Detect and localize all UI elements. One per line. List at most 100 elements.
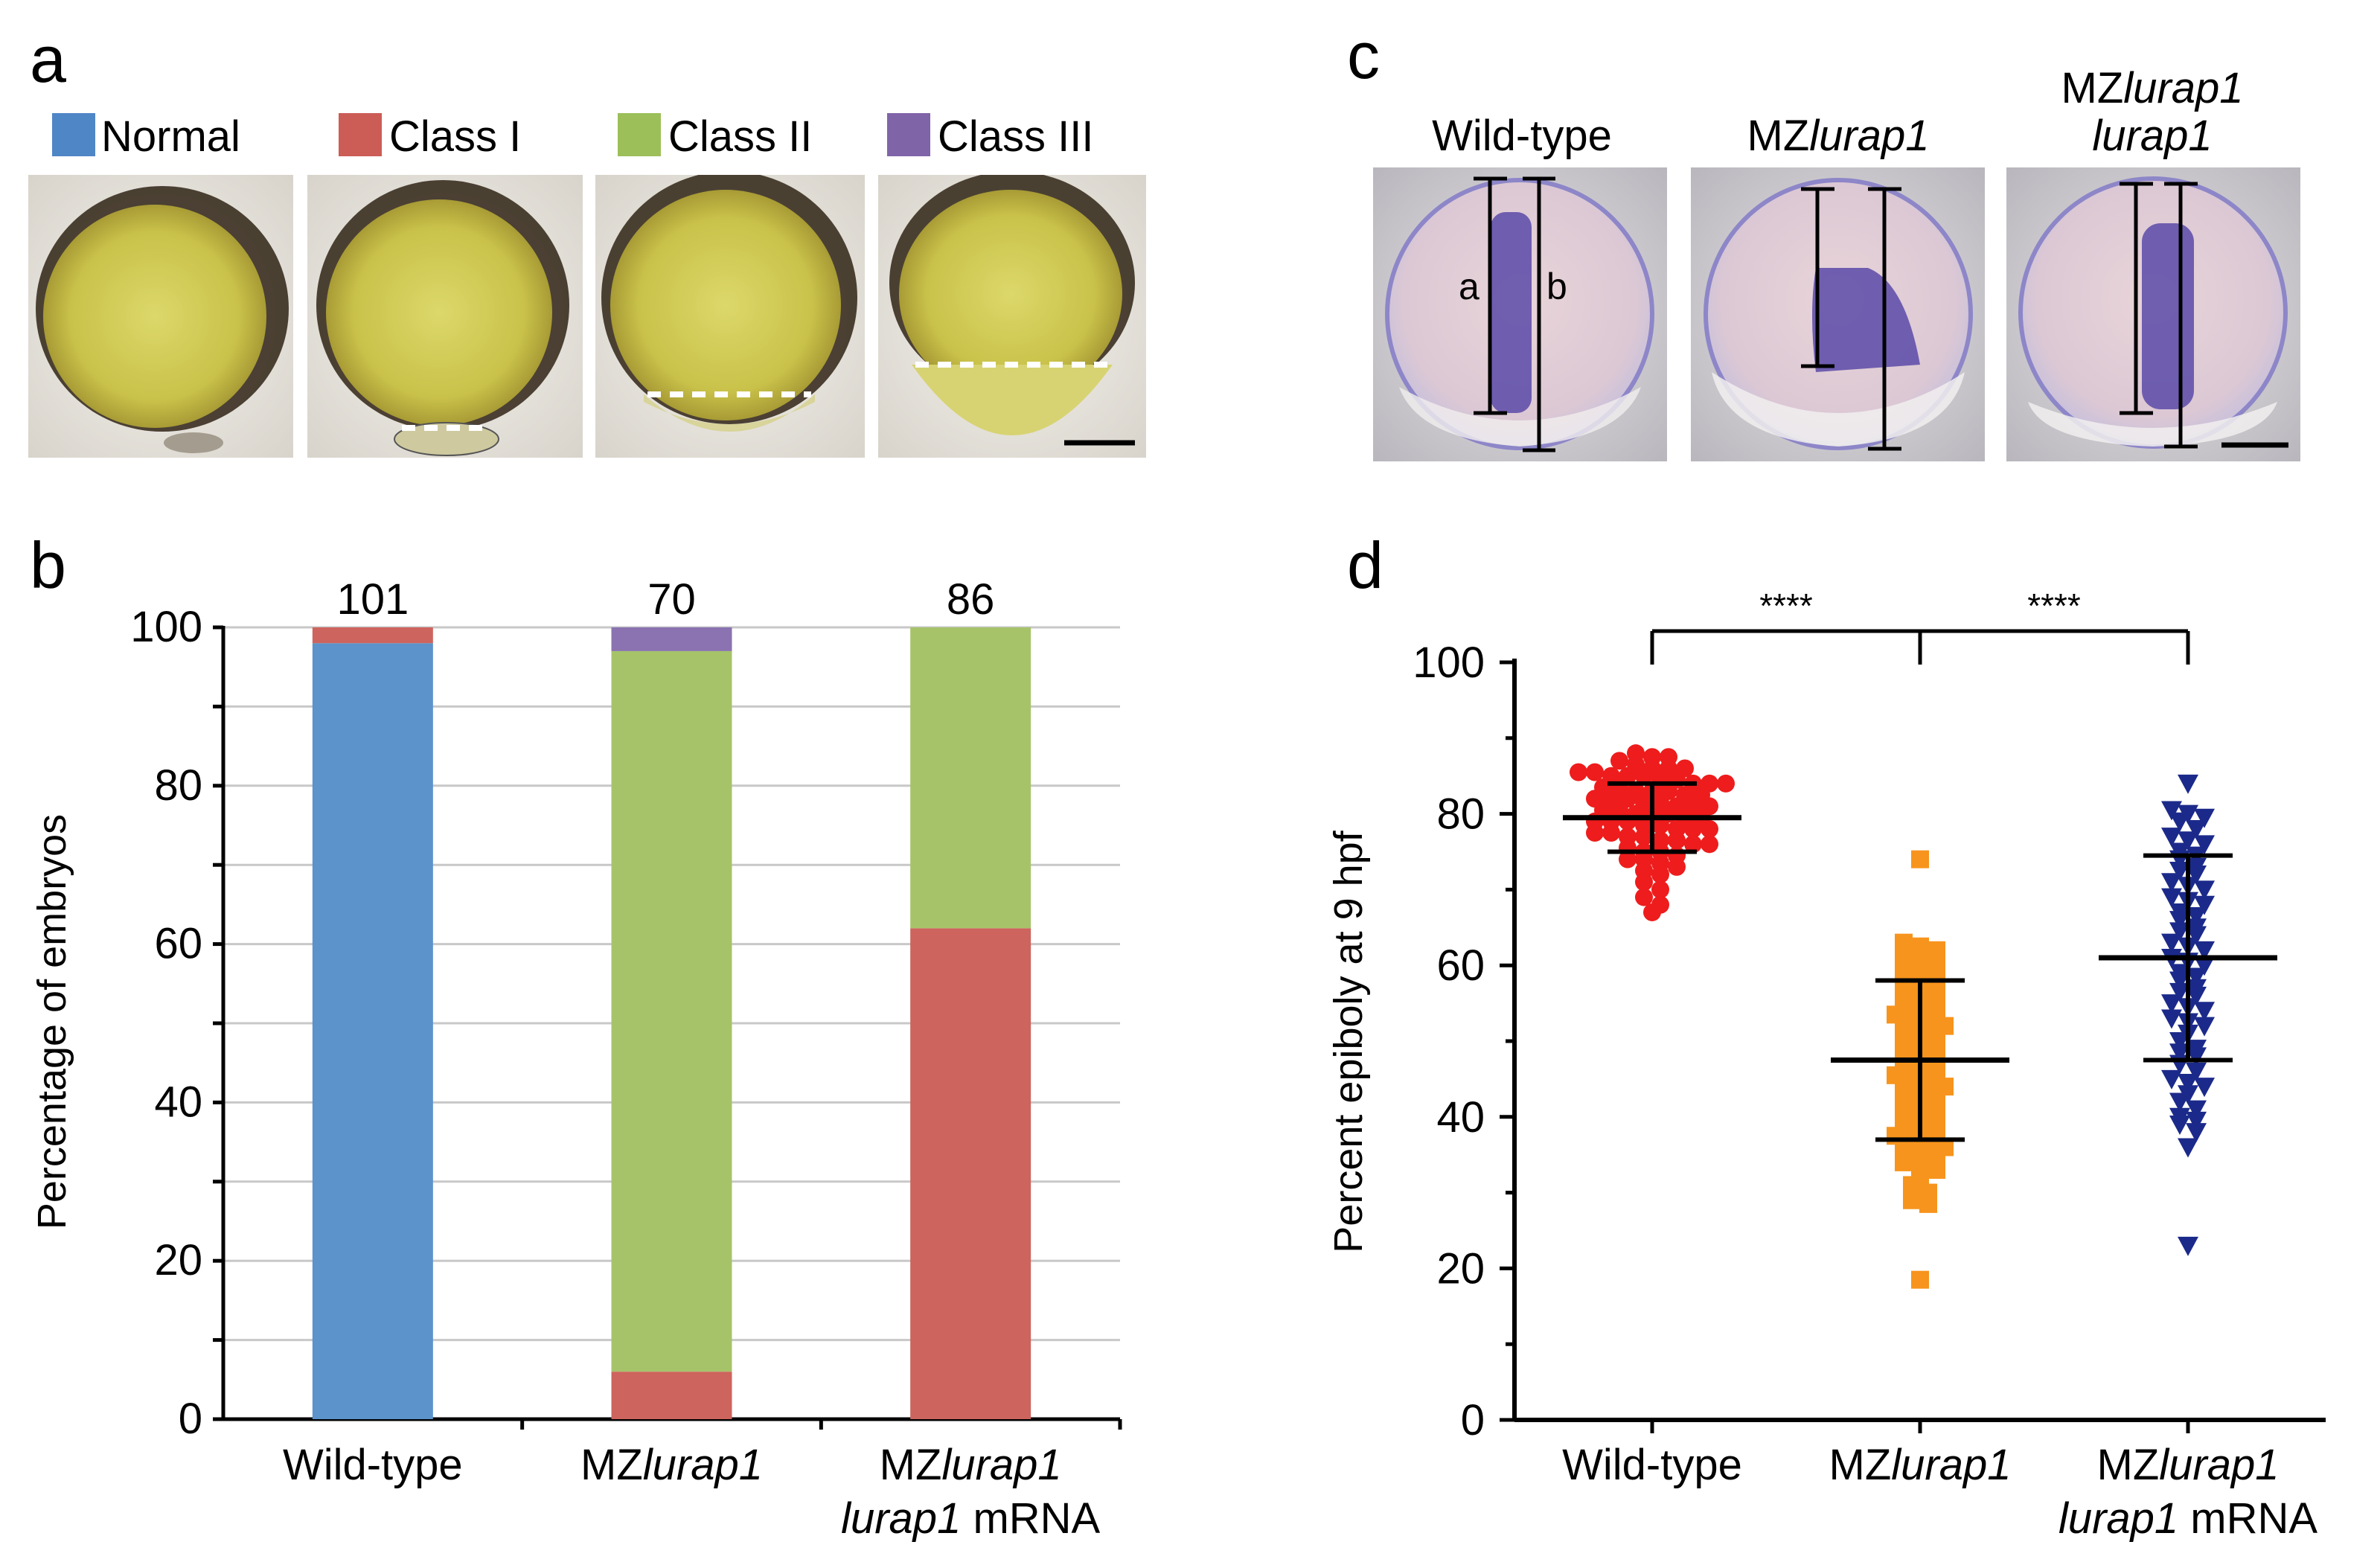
data-point [1911, 1270, 1929, 1289]
bar-segment [910, 928, 1031, 1419]
data-point [2178, 1138, 2198, 1158]
data-point [1643, 748, 1661, 767]
label-mz: MZ [2061, 64, 2124, 112]
data-point [1570, 763, 1587, 781]
y-tick-label: 100 [130, 603, 202, 651]
data-point [1928, 941, 1945, 959]
bar-segment [611, 1372, 732, 1419]
bar-segment [611, 627, 732, 651]
data-point [1895, 949, 1913, 967]
panel-letter-d: d [1347, 528, 1383, 602]
data-point [2194, 895, 2215, 915]
x-category-label-line2: lurap1 mRNA [841, 1494, 1100, 1543]
legend-label-class-ii: Class II [668, 112, 812, 161]
data-point [2178, 1236, 2198, 1256]
y-tick-label: 40 [154, 1078, 202, 1126]
count-label: 70 [647, 575, 696, 624]
bar-segment [312, 643, 433, 1419]
x-category-label-main: Wild-type [1562, 1441, 1742, 1489]
data-point [2169, 1043, 2190, 1063]
data-point [2186, 907, 2207, 927]
embryo-image-class-ii [595, 175, 865, 458]
data-point [2169, 861, 2190, 881]
data-point [1936, 1078, 1954, 1096]
label-mz: MZ [1747, 112, 1810, 160]
data-point [1936, 1017, 1954, 1035]
x-category-label-line2: lurap1 mRNA [2058, 1494, 2317, 1543]
data-point [2186, 1123, 2207, 1143]
legend-swatch-normal [52, 113, 95, 156]
data-point [2169, 842, 2190, 863]
data-point [1660, 748, 1677, 767]
data-point [2169, 982, 2190, 1002]
data-point [2178, 774, 2198, 794]
stained-embryo-mz-lurap1 [1691, 167, 1985, 461]
data-point [1651, 831, 1669, 850]
data-point [2161, 873, 2182, 893]
data-point [2178, 831, 2198, 851]
x-category-label-line1: Wild-type [283, 1441, 463, 1489]
data-point [1676, 759, 1694, 778]
x-category-label-italic: lurap1 [1891, 1441, 2011, 1489]
data-point [1717, 774, 1735, 793]
x-category-label-line2-italic: lurap1 [841, 1494, 961, 1543]
stained-embryo-wild-type: a b [1373, 167, 1667, 461]
data-point [2194, 1078, 2215, 1098]
y-tick-label: 0 [1461, 1396, 1485, 1444]
data-point [1911, 953, 1929, 971]
data-point [2161, 1069, 2182, 1089]
count-label: 86 [947, 575, 995, 624]
significance-label: **** [1759, 586, 1813, 625]
x-category-label-main: MZ [580, 1441, 643, 1489]
data-point [2161, 801, 2182, 821]
x-category-label-main: MZ [1829, 1441, 1892, 1489]
data-point [1586, 763, 1604, 781]
measure-label-a: a [1459, 266, 1479, 307]
x-category-label-line1: Wild-type [1562, 1441, 1742, 1489]
legend-label-normal: Normal [101, 112, 240, 161]
x-category-label-main: MZ [2097, 1441, 2160, 1489]
label-gene-italic: lurap1 [2123, 64, 2243, 112]
data-point [2161, 828, 2182, 848]
embryo-image-class-iii [878, 175, 1146, 458]
data-point [1651, 880, 1669, 899]
x-category-label-line2-rest: mRNA [961, 1494, 1100, 1543]
x-category-label-line1: MZlurap1 [880, 1441, 1062, 1489]
data-point [2194, 956, 2215, 976]
panel-letter-a: a [30, 22, 66, 96]
data-point [1701, 774, 1718, 793]
data-point [2186, 1062, 2207, 1082]
x-category-label-italic: lurap1 [643, 1441, 763, 1489]
data-point [2194, 941, 2215, 961]
data-point [1701, 835, 1718, 854]
label-gene-italic: lurap1 [1809, 112, 1929, 160]
data-point [2186, 1040, 2207, 1060]
y-tick-label: 20 [1436, 1244, 1485, 1293]
y-tick-label: 20 [154, 1236, 202, 1284]
data-point [2194, 835, 2215, 855]
data-point [2178, 804, 2198, 825]
data-point [2161, 1009, 2182, 1029]
data-point [1619, 828, 1637, 846]
x-category-label-italic: lurap1 [2159, 1441, 2279, 1489]
stained-embryo-rescue [2006, 167, 2300, 461]
data-point [2186, 1111, 2207, 1131]
data-point [2161, 933, 2182, 953]
data-point [1928, 956, 1945, 975]
y-tick-label: 100 [1413, 639, 1485, 687]
x-category-label-line1: MZlurap1 [580, 1441, 763, 1489]
data-point [2186, 918, 2207, 938]
measure-label-b: b [1546, 266, 1567, 307]
data-point [1911, 850, 1929, 868]
legend-swatch-class-ii [618, 113, 661, 156]
embryo-image-class-i [307, 175, 583, 458]
panel-letter-c: c [1347, 19, 1380, 92]
data-point [2194, 808, 2215, 828]
data-point [2194, 1017, 2215, 1037]
data-point [1627, 782, 1645, 801]
data-point [1684, 835, 1702, 854]
data-point [1627, 744, 1645, 763]
data-point [2186, 1100, 2207, 1120]
data-point [2178, 1073, 2198, 1093]
